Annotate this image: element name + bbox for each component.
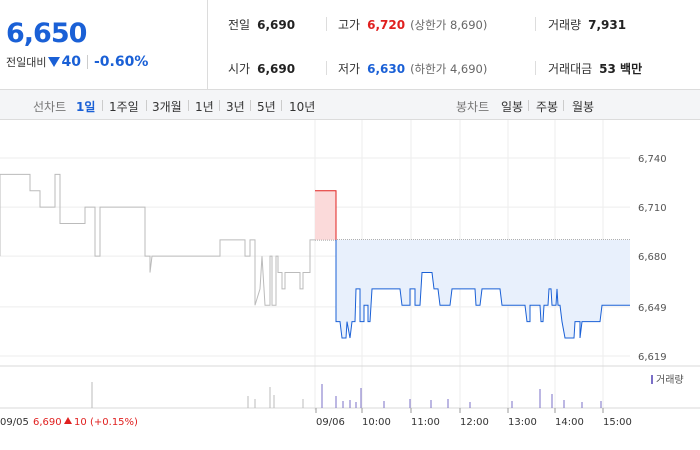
divider [326, 61, 327, 75]
stat-high: 고가 6,720 (상한가 8,690) [338, 16, 487, 33]
prev-day-price: 6,690 [33, 417, 62, 428]
stat-label: 고가 [338, 18, 361, 32]
tab-3y[interactable]: 3년 [226, 100, 245, 114]
tab-daily-candle[interactable]: 일봉 [501, 100, 524, 114]
divider [102, 100, 103, 111]
y-tick-label: 6,619 [638, 352, 667, 363]
stat-volume: 거래량 7,931 [548, 16, 626, 33]
prev-day-change: 10 [74, 417, 87, 428]
tab-10y[interactable]: 10년 [289, 100, 316, 114]
stat-label: 저가 [338, 62, 361, 76]
stat-value: 53 백만 [599, 62, 643, 76]
prev-day-line [0, 173, 315, 306]
up-triangle-icon [64, 417, 72, 424]
divider [326, 17, 327, 31]
today-down-line [335, 239, 630, 339]
x-tick-label: 11:00 [411, 417, 440, 428]
stat-value: 6,630 [367, 61, 406, 76]
intraday-price-chart[interactable]: 6,740 6,710 6,680 6,649 6,619 거래량 09/06 10:00 11… [0, 120, 700, 450]
divider [528, 100, 529, 111]
change-rate: -0.60% [93, 54, 149, 70]
divider [219, 100, 220, 111]
stat-value: 6,690 [257, 61, 296, 76]
today-up-line [315, 190, 337, 240]
upper-limit: (상한가 8,690) [410, 17, 488, 32]
divider [281, 100, 282, 111]
stat-prev-close: 전일 6,690 [228, 16, 295, 33]
tab-5y[interactable]: 5년 [257, 100, 276, 114]
divider [146, 100, 147, 111]
lower-limit: (하한가 4,690) [410, 61, 488, 76]
y-tick-label: 6,680 [638, 252, 667, 263]
current-price: 6,650 [6, 18, 87, 49]
change-row: 전일대비 40 -0.60% [6, 54, 148, 70]
x-tick-label: 12:00 [460, 417, 489, 428]
stat-label: 전일 [228, 18, 251, 32]
divider [86, 55, 88, 69]
y-tick-label: 6,649 [638, 303, 667, 314]
chart-period-tabbar: 선차트 1일 1주일 3개월 1년 3년 5년 10년 봉차트 일봉 주봉 월봉 [0, 90, 700, 120]
prev-day-date: 09/05 [0, 417, 29, 428]
above-reference-area [315, 190, 336, 240]
tab-weekly-candle[interactable]: 주봉 [536, 100, 559, 114]
current-price-box: 6,650 전일대비 40 -0.60% [0, 0, 208, 90]
x-tick-label: 14:00 [555, 417, 584, 428]
volume-legend-swatch [651, 375, 653, 384]
price-summary-panel: 6,650 전일대비 40 -0.60% 전일 6,690 고가 6,720 (… [0, 0, 700, 90]
change-value: 40 [61, 54, 81, 70]
change-label: 전일대비 [6, 56, 47, 69]
stat-label: 거래량 [548, 18, 582, 32]
x-tick-label: 15:00 [603, 417, 632, 428]
x-tick-label: 10:00 [362, 417, 391, 428]
y-tick-label: 6,740 [638, 154, 667, 165]
stat-value: 7,931 [588, 17, 627, 32]
stat-label: 시가 [228, 62, 251, 76]
stat-value: 6,720 [367, 17, 406, 32]
prev-day-rate: (+0.15%) [90, 417, 138, 428]
stat-label: 거래대금 [548, 62, 593, 76]
divider [535, 61, 536, 75]
divider [563, 100, 564, 111]
line-chart-label: 선차트 [33, 100, 67, 114]
tab-1w[interactable]: 1주일 [109, 100, 139, 114]
divider [250, 100, 251, 111]
divider [188, 100, 189, 111]
stat-open: 시가 6,690 [228, 60, 295, 77]
divider [535, 17, 536, 31]
x-tick-label: 13:00 [508, 417, 537, 428]
candle-chart-label: 봉차트 [456, 100, 490, 114]
tab-1y[interactable]: 1년 [195, 100, 214, 114]
down-triangle-icon [48, 57, 61, 67]
tab-3m[interactable]: 3개월 [152, 100, 182, 114]
volume-legend-label: 거래량 [656, 374, 684, 386]
x-tick-label: 09/06 [316, 417, 345, 428]
stat-value: 6,690 [257, 17, 296, 32]
tab-monthly-candle[interactable]: 월봉 [572, 100, 595, 114]
stat-trade-amount: 거래대금 53 백만 [548, 60, 642, 77]
y-tick-label: 6,710 [638, 203, 667, 214]
tab-1d[interactable]: 1일 [76, 100, 96, 114]
stat-low: 저가 6,630 (하한가 4,690) [338, 60, 487, 77]
